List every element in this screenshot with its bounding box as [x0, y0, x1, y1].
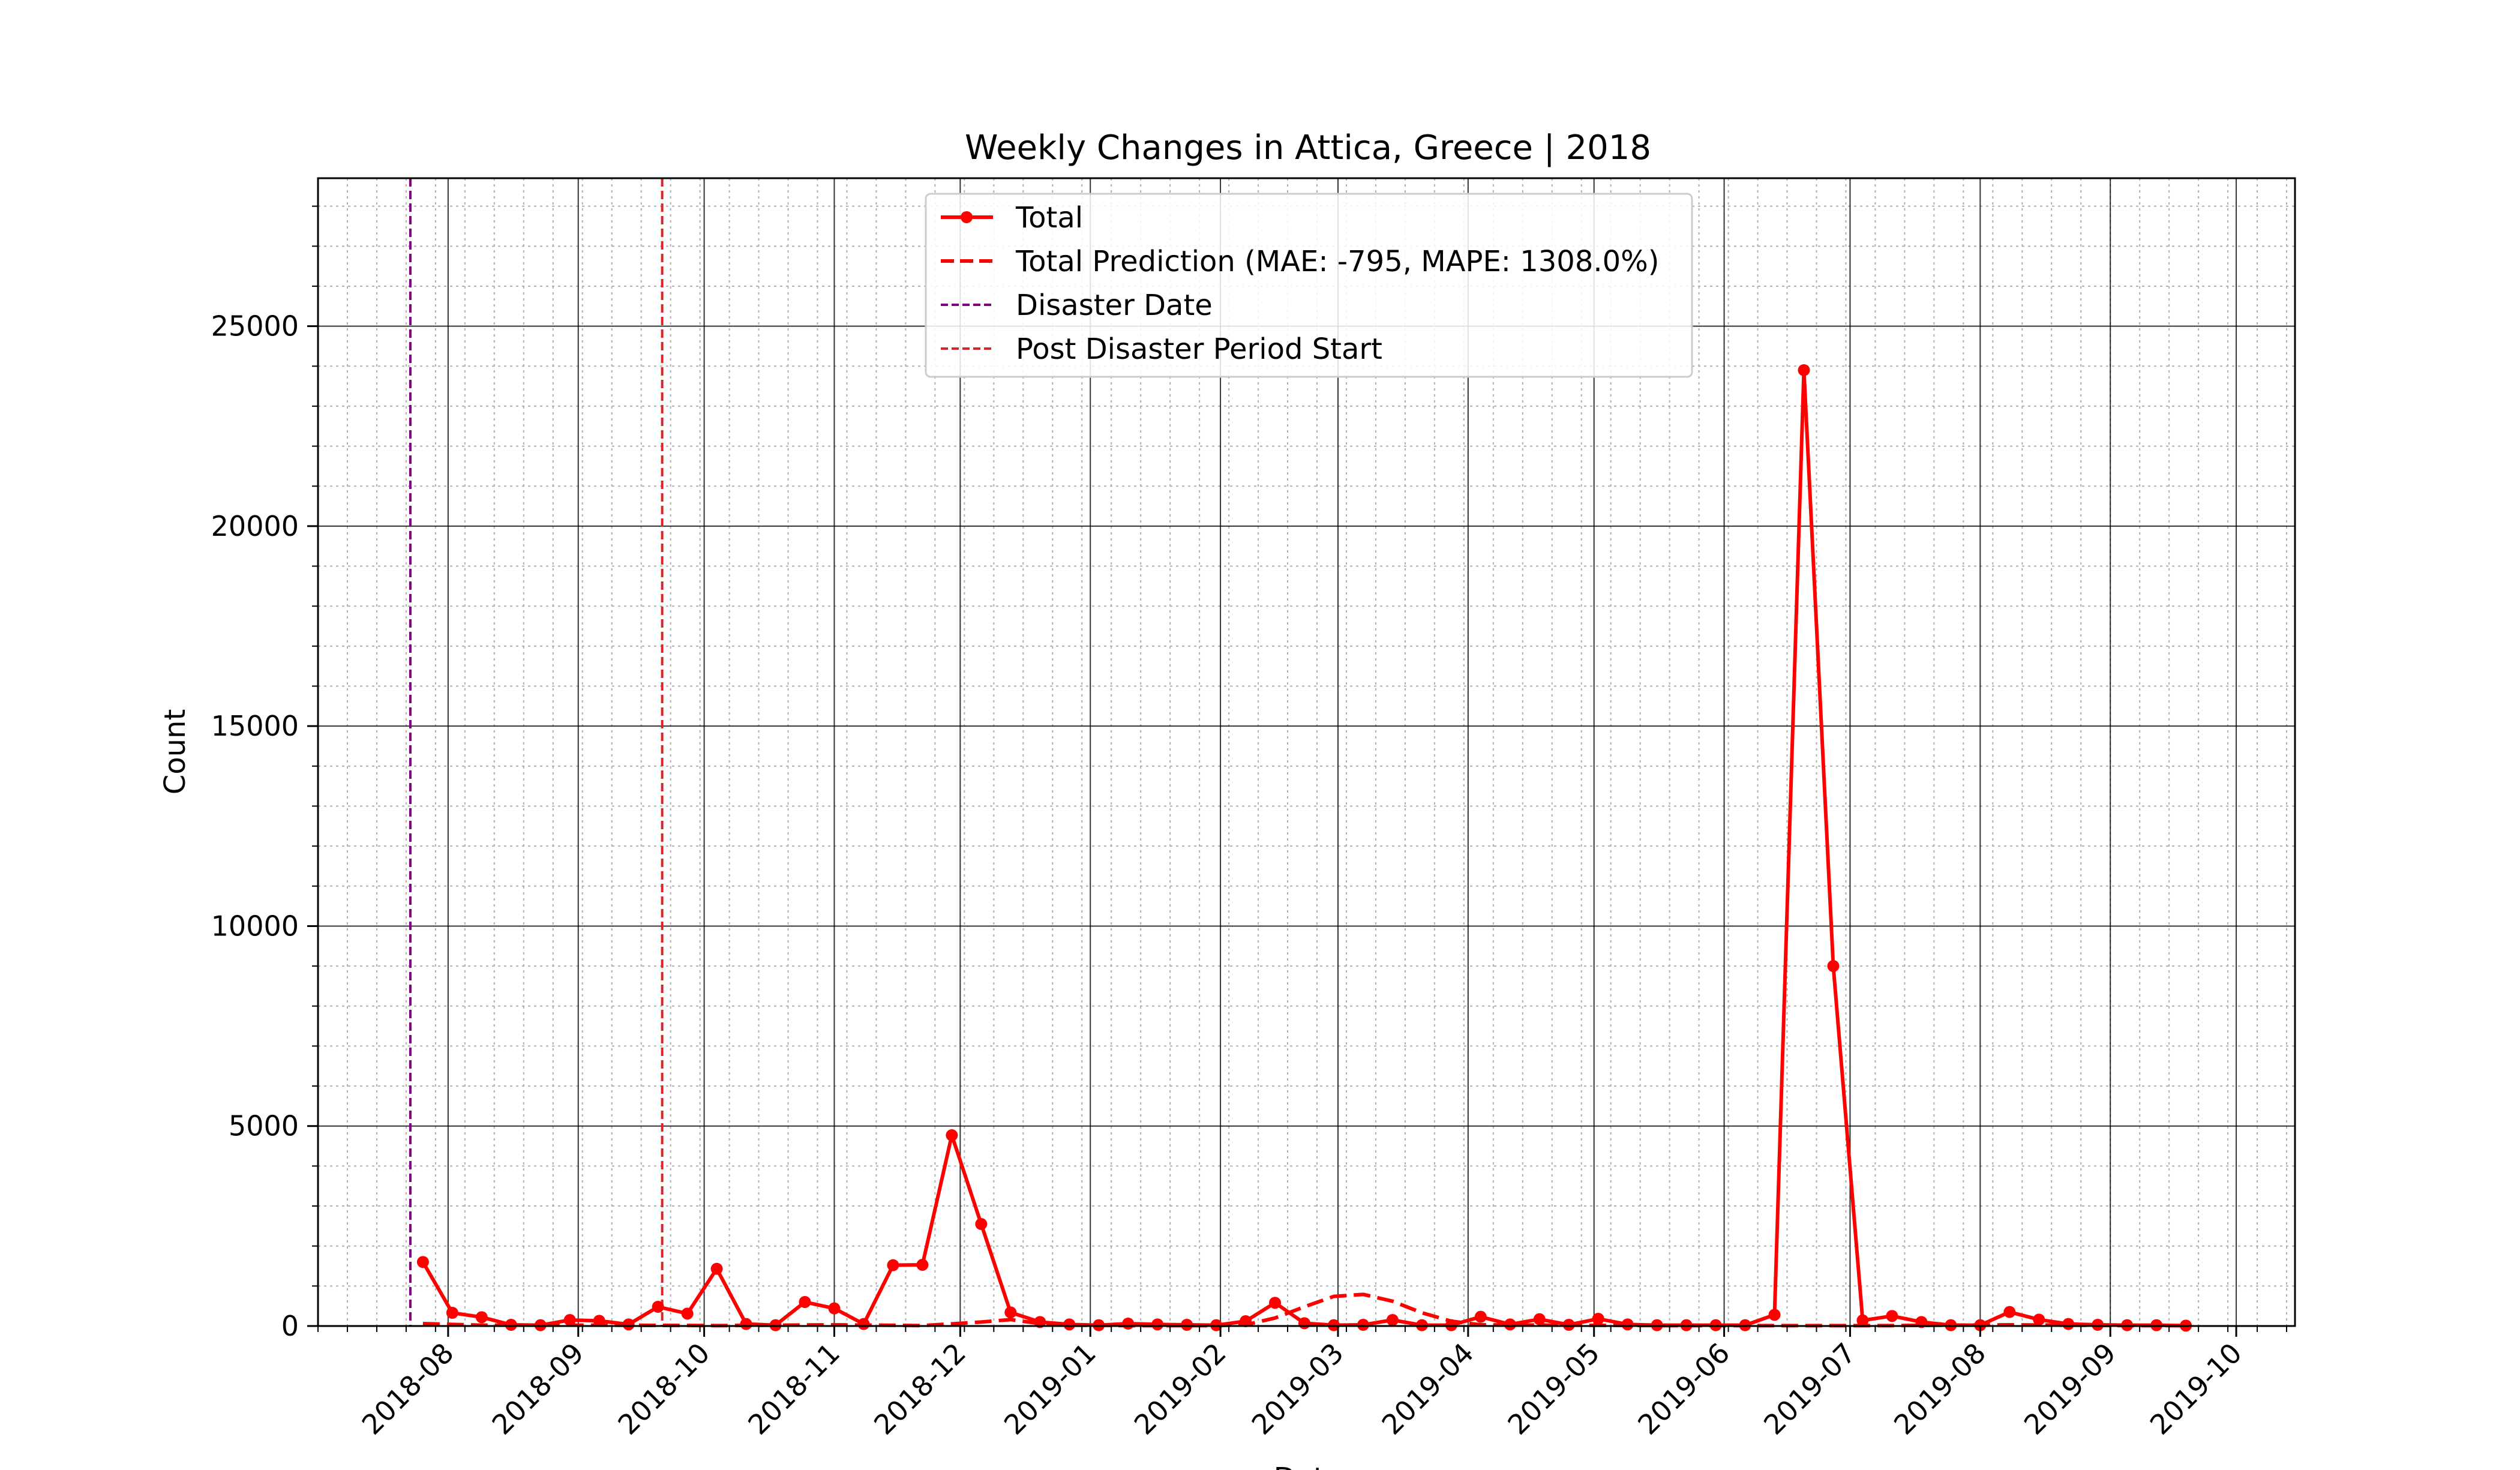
legend-marker: [961, 211, 973, 223]
y-axis-label: Count: [158, 709, 192, 795]
x-tick-label: 2019-02: [1128, 1337, 1232, 1441]
total-point: [1533, 1313, 1546, 1325]
total-point: [652, 1301, 664, 1313]
total-point: [622, 1318, 635, 1331]
legend: Total Total Prediction (MAE: -795, MAPE: …: [925, 193, 1693, 378]
total-point: [1240, 1315, 1252, 1328]
total-point: [828, 1302, 841, 1315]
x-tick-label: 2018-12: [868, 1337, 972, 1441]
total-point: [1827, 960, 1840, 973]
total-point: [1886, 1310, 1898, 1322]
total-point: [916, 1259, 929, 1271]
x-tick-label: 2019-08: [1888, 1337, 1992, 1441]
x-tick-label: 2019-09: [2018, 1337, 2122, 1441]
total-point: [1621, 1318, 1634, 1331]
total-point: [2092, 1319, 2104, 1331]
total-point: [799, 1296, 811, 1309]
x-tick-label: 2019-06: [1631, 1337, 1736, 1441]
total-point: [416, 1256, 429, 1268]
x-tick-label: 2018-09: [485, 1337, 590, 1441]
total-point: [1063, 1318, 1076, 1331]
legend-label: Post Disaster Period Start: [1016, 332, 1382, 366]
total-point: [1122, 1318, 1135, 1330]
total-point: [1856, 1314, 1869, 1327]
total-series-line: [421, 368, 2186, 1328]
total-point: [946, 1129, 958, 1142]
legend-label: Disaster Date: [1016, 289, 1213, 322]
total-point: [1298, 1317, 1311, 1330]
x-tick-label: 2018-11: [742, 1337, 846, 1441]
y-tick-label: 15000: [211, 710, 299, 742]
legend-label: Total: [1015, 201, 1083, 235]
y-tick-label: 25000: [211, 310, 299, 343]
legend-item-post-disaster-start: Post Disaster Period Start: [941, 332, 1382, 366]
total-point: [857, 1318, 870, 1330]
total-point: [1798, 364, 1810, 376]
total-point: [1562, 1319, 1575, 1331]
plot-frame: [317, 177, 2296, 1327]
series-layer: [416, 364, 2192, 1332]
y-tick-label: 10000: [211, 910, 299, 942]
total-point: [505, 1319, 517, 1331]
total-point: [740, 1318, 752, 1330]
total-point: [710, 1262, 723, 1275]
total-point: [2033, 1313, 2045, 1326]
total-point: [681, 1307, 694, 1320]
x-tick-label: 2018-10: [611, 1337, 716, 1441]
vertical-lines: [409, 178, 664, 1326]
y-tick-label: 0: [281, 1310, 299, 1342]
x-tick-label: 2019-03: [1246, 1337, 1350, 1441]
total-point: [1181, 1319, 1193, 1331]
y-tick-label: 5000: [229, 1110, 299, 1142]
chart-title: Weekly Changes in Attica, Greece | 2018: [965, 128, 1651, 167]
x-axis-ticks: 2018-08 2018-09 2018-10 2018-11 2018-12 2019-…: [317, 1326, 2288, 1441]
total-point: [1768, 1309, 1781, 1321]
total-point: [1474, 1310, 1487, 1323]
x-tick-label: 2018-08: [356, 1337, 460, 1441]
total-point: [1592, 1313, 1604, 1325]
total-point: [2062, 1318, 2075, 1330]
total-point: [1386, 1314, 1399, 1327]
legend-item-disaster-date: Disaster Date: [941, 289, 1213, 322]
x-tick-label: 2019-01: [998, 1337, 1102, 1441]
legend-label: Total Prediction (MAE: -795, MAPE: 1308.…: [1015, 245, 1660, 278]
total-point: [475, 1311, 488, 1324]
x-tick-label: 2019-04: [1376, 1337, 1480, 1441]
x-axis-label: Date: [1274, 1462, 1343, 1470]
total-point: [1357, 1319, 1369, 1331]
total-point: [593, 1315, 605, 1327]
y-tick-label: 20000: [211, 510, 299, 542]
total-point: [975, 1218, 988, 1231]
legend-box: [925, 193, 1693, 378]
legend-item-prediction: Total Prediction (MAE: -795, MAPE: 1308.…: [941, 245, 1660, 278]
total-point: [1269, 1297, 1282, 1309]
total-point: [563, 1314, 576, 1327]
x-tick-label: 2019-07: [1757, 1337, 1862, 1441]
total-point: [1151, 1318, 1164, 1331]
total-point: [446, 1307, 458, 1319]
total-point: [1004, 1306, 1017, 1319]
x-tick-label: 2019-05: [1501, 1337, 1606, 1441]
total-point: [1915, 1316, 1928, 1328]
total-point: [1504, 1318, 1516, 1331]
total-point: [2003, 1306, 2016, 1318]
total-point: [1034, 1316, 1046, 1328]
legend-item-total: Total: [941, 201, 1083, 235]
y-axis-ticks: 0 5000 10000 15000 20000 25000: [211, 205, 318, 1342]
x-tick-label: 2019-10: [2144, 1337, 2248, 1441]
total-point: [887, 1259, 899, 1271]
